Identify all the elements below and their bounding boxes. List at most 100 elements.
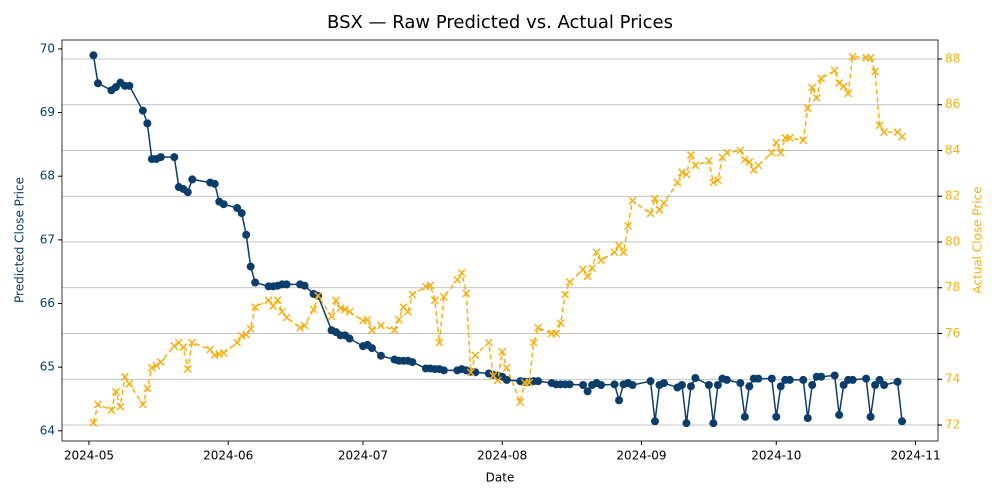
point <box>565 277 574 287</box>
point <box>628 196 637 205</box>
point <box>835 410 844 419</box>
point <box>830 66 839 75</box>
point <box>278 307 287 316</box>
point <box>709 178 718 187</box>
point <box>251 278 260 287</box>
point <box>242 230 251 239</box>
point <box>484 338 493 347</box>
point <box>179 343 188 352</box>
y2-tick-label: 82 <box>945 189 960 203</box>
point <box>561 290 570 299</box>
point <box>89 418 98 427</box>
point <box>704 156 713 165</box>
point <box>534 377 543 386</box>
point <box>862 374 871 383</box>
point <box>615 241 624 250</box>
point <box>206 345 215 354</box>
y2-tick-label: 84 <box>945 143 960 157</box>
point <box>457 268 466 277</box>
point <box>650 194 660 203</box>
point <box>345 307 354 316</box>
y2-tick-label: 76 <box>945 326 960 340</box>
point <box>597 256 606 265</box>
point <box>390 326 399 335</box>
point <box>691 373 700 382</box>
point <box>466 368 475 377</box>
point <box>233 338 242 347</box>
point <box>300 281 309 290</box>
point <box>246 262 255 271</box>
point <box>116 402 125 411</box>
point <box>439 366 448 375</box>
point <box>691 161 700 170</box>
y2-tick-label: 72 <box>945 417 960 431</box>
x-tick-label: 2024-06 <box>203 449 253 463</box>
point <box>588 264 597 273</box>
y-tick-label: 65 <box>40 360 55 374</box>
point <box>565 380 574 389</box>
point <box>610 380 619 389</box>
y-tick-label: 68 <box>40 169 55 183</box>
point <box>471 351 480 360</box>
point <box>430 296 439 305</box>
point <box>754 161 763 170</box>
point <box>125 81 134 90</box>
point <box>808 380 817 389</box>
point <box>740 155 749 164</box>
point <box>170 342 179 351</box>
point <box>871 67 880 76</box>
point <box>138 106 147 115</box>
point <box>579 380 588 389</box>
point <box>367 344 376 353</box>
point <box>745 157 754 166</box>
point <box>426 281 435 290</box>
y2-tick-label: 74 <box>945 372 960 386</box>
point <box>848 52 857 61</box>
point <box>592 248 601 257</box>
x-axis-label: Date <box>486 471 515 485</box>
point <box>866 412 875 421</box>
y-tick-label: 66 <box>40 296 55 310</box>
point <box>817 372 826 381</box>
point <box>767 374 776 383</box>
point <box>776 148 785 157</box>
point <box>170 153 179 162</box>
point <box>89 51 98 60</box>
point <box>282 280 291 289</box>
point <box>408 358 417 367</box>
point <box>615 396 624 405</box>
point <box>844 89 853 98</box>
point <box>686 151 695 160</box>
point <box>722 375 731 384</box>
point <box>659 379 668 388</box>
point <box>111 387 120 396</box>
x-tick-label: 2024-07 <box>338 449 388 463</box>
point <box>183 188 192 197</box>
point <box>646 209 655 218</box>
point <box>143 119 152 128</box>
point <box>493 376 502 385</box>
point <box>345 334 354 343</box>
x-tick-label: 2024-09 <box>616 449 666 463</box>
series-line <box>92 55 903 423</box>
point <box>880 380 889 389</box>
y2-tick-label: 80 <box>945 234 960 248</box>
point <box>332 296 341 305</box>
point <box>376 351 385 360</box>
point <box>722 148 731 157</box>
point <box>107 406 116 415</box>
point <box>367 326 376 335</box>
point <box>516 398 525 407</box>
point <box>772 138 781 147</box>
point <box>453 275 462 284</box>
point <box>740 412 749 421</box>
point <box>219 200 228 209</box>
y-tick-label: 64 <box>40 423 55 437</box>
x-tick-label: 2024-08 <box>477 449 527 463</box>
y2-axis-label: Actual Close Price <box>971 186 985 293</box>
point <box>120 372 129 381</box>
point <box>282 313 291 322</box>
point <box>210 179 219 188</box>
point <box>686 382 695 391</box>
point <box>713 176 722 185</box>
